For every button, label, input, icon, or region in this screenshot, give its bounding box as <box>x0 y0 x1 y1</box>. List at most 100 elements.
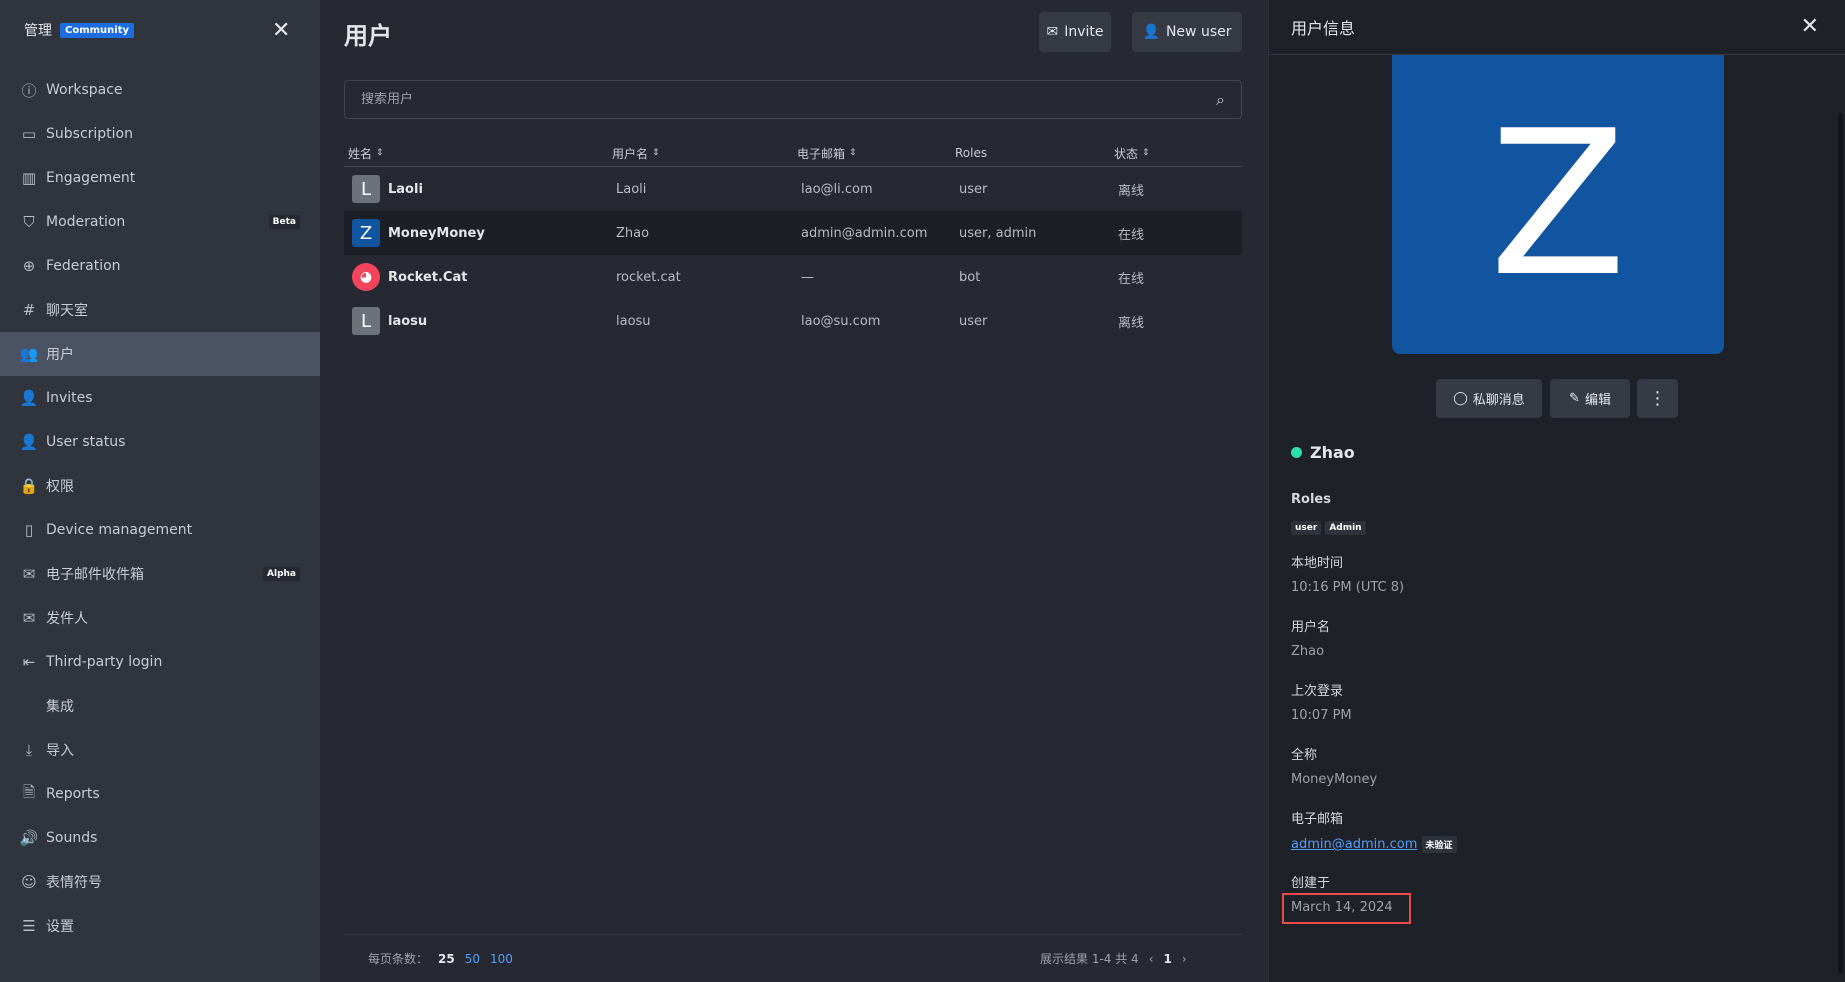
mobile-icon: ▯ <box>24 521 34 539</box>
fullname-label: 全称 <box>1291 748 1318 763</box>
user-avatar: Z <box>1392 55 1724 354</box>
sort-icon: ⇕ <box>652 148 660 158</box>
pencil-icon: ✎ <box>1569 391 1580 406</box>
column-label: 电子邮箱 <box>797 146 846 161</box>
sidebar-item-label: 用户 <box>46 347 74 363</box>
edit-button[interactable]: ✎ 编辑 <box>1550 379 1630 418</box>
column-header-2[interactable]: 电子邮箱 ⇕ <box>797 140 857 166</box>
page-1[interactable]: 1 <box>1163 951 1172 966</box>
page-title: 用户 <box>344 22 392 50</box>
sidebar-item-label: 导入 <box>46 743 74 759</box>
column-header-1[interactable]: 用户名 ⇕ <box>612 140 660 166</box>
per-page-50[interactable]: 50 <box>464 951 480 966</box>
cell-status: 在线 <box>1118 271 1145 287</box>
last-login-label: 上次登录 <box>1291 684 1344 699</box>
sidebar-header: 管理 Community <box>24 20 135 40</box>
header-divider <box>344 166 1242 167</box>
sidebar-item-12[interactable]: ✉ 发件人 <box>0 596 320 640</box>
table-row[interactable]: L Laoli Laoli lao@li.com user 离线 <box>344 167 1242 211</box>
new-user-label: New user <box>1165 24 1232 40</box>
invite-label: Invite <box>1064 24 1104 40</box>
table-row[interactable]: ◕ Rocket.Cat rocket.cat — bot 在线 <box>344 255 1242 299</box>
scrollbar[interactable] <box>1838 113 1843 973</box>
sidebar-item-5[interactable]: # 聊天室 <box>0 288 320 332</box>
user-plus-icon: 👤 <box>1142 24 1160 40</box>
unverified-badge: 未验证 <box>1421 836 1457 853</box>
close-icon[interactable]: ✕ <box>272 18 291 43</box>
close-icon[interactable]: ✕ <box>1800 14 1819 39</box>
sidebar-item-1[interactable]: ▭ Subscription <box>0 112 320 156</box>
avatar: L <box>352 307 380 335</box>
sidebar-item-0[interactable]: ⓘ Workspace <box>0 68 320 112</box>
sidebar-item-label: Engagement <box>46 170 136 186</box>
sidebar-item-17[interactable]: 🔊 Sounds <box>0 816 320 860</box>
invite-button[interactable]: ✉ Invite <box>1039 12 1111 52</box>
column-label: 状态 <box>1114 146 1139 161</box>
search-icon[interactable]: ⌕ <box>1216 89 1225 109</box>
sidebar-item-2[interactable]: ▥ Engagement <box>0 156 320 200</box>
username-label: 用户名 <box>1291 620 1331 635</box>
sidebar-item-8[interactable]: 👤 User status <box>0 420 320 464</box>
sidebar-item-label: 表情符号 <box>46 875 102 891</box>
search-field[interactable]: ⌕ <box>344 80 1242 119</box>
new-user-button[interactable]: 👤 New user <box>1132 12 1242 52</box>
sidebar-item-16[interactable]: 🗎 Reports <box>0 772 320 816</box>
sidebar-item-4[interactable]: ⊕ Federation <box>0 244 320 288</box>
sidebar-item-label: Reports <box>46 786 100 802</box>
cell-username: Laoli <box>616 181 647 197</box>
sidebar-item-7[interactable]: 👤 Invites <box>0 376 320 420</box>
avatar: Z <box>352 219 380 247</box>
sidebar-item-18[interactable]: ☺ 表情符号 <box>0 860 320 904</box>
sidebar-item-14[interactable]: 集成 <box>0 684 320 728</box>
sidebar-item-label: User status <box>46 434 126 450</box>
prev-page-icon[interactable]: ‹ <box>1148 951 1154 966</box>
column-label: Roles <box>955 146 988 160</box>
roles-list: user Admin <box>1291 519 1370 535</box>
sort-icon: ⇕ <box>849 148 857 158</box>
card-icon: ▭ <box>21 125 37 143</box>
user-plus-icon: 👤 <box>19 389 39 407</box>
sidebar-item-10[interactable]: ▯ Device management <box>0 508 320 552</box>
sidebar-item-label: 集成 <box>46 699 74 715</box>
per-page-100[interactable]: 100 <box>490 951 513 966</box>
per-page-25[interactable]: 25 <box>438 951 455 966</box>
user-info-panel: 用户信息 ✕ Z ◯ 私聊消息 ✎ 编辑 ⋮ Zhao Roles user Admi… <box>1268 0 1845 982</box>
column-header-3[interactable]: Roles <box>955 140 987 166</box>
sidebar-item-15[interactable]: ⤓ 导入 <box>0 728 320 772</box>
sidebar-item-label: Device management <box>46 522 193 538</box>
direct-message-button[interactable]: ◯ 私聊消息 <box>1436 379 1542 418</box>
column-header-4[interactable]: 状态 ⇕ <box>1114 140 1150 166</box>
email-link[interactable]: admin@admin.com <box>1291 837 1418 852</box>
chart-icon: ▥ <box>21 169 37 187</box>
cell-email: admin@admin.com <box>801 225 928 241</box>
table-row[interactable]: Z MoneyMoney Zhao admin@admin.com user, a… <box>344 211 1242 255</box>
sidebar-item-3[interactable]: ⛉ Moderation Beta <box>0 200 320 244</box>
team-icon: 👥 <box>19 345 39 363</box>
login-icon: ⇤ <box>22 653 36 671</box>
sidebar-title: 管理 <box>24 23 52 39</box>
user-name: Laoli <box>388 181 423 197</box>
sidebar-item-label: Third-party login <box>46 654 163 670</box>
sidebar-item-label: 发件人 <box>46 611 88 627</box>
fullname-value: MoneyMoney <box>1291 772 1378 787</box>
sidebar-item-6[interactable]: 👥 用户 <box>0 332 320 376</box>
more-options-button[interactable]: ⋮ <box>1637 379 1678 418</box>
cell-roles: user <box>959 313 988 329</box>
cell-roles: bot <box>959 269 981 285</box>
column-header-0[interactable]: 姓名 ⇕ <box>348 140 384 166</box>
emoji-icon: ☺ <box>21 873 37 891</box>
search-input[interactable] <box>361 92 1217 107</box>
sidebar-item-tag: Alpha <box>263 567 300 581</box>
sidebar-item-label: 电子邮件收件箱 <box>46 567 144 583</box>
sidebar-item-13[interactable]: ⇤ Third-party login <box>0 640 320 684</box>
sidebar-item-11[interactable]: ✉ 电子邮件收件箱 Alpha <box>0 552 320 596</box>
sidebar-item-9[interactable]: 🔒 权限 <box>0 464 320 508</box>
sidebar-item-label: Federation <box>46 258 121 274</box>
sidebar-item-label: Subscription <box>46 126 133 142</box>
sidebar-item-19[interactable]: ☰ 设置 <box>0 904 320 948</box>
next-page-icon[interactable]: › <box>1181 951 1187 966</box>
per-page-label: 每页条数： <box>368 952 429 966</box>
created-label: 创建于 <box>1291 876 1331 891</box>
pagination: 展示结果 1-4 共 4 ‹ 1 › <box>1040 950 1187 967</box>
